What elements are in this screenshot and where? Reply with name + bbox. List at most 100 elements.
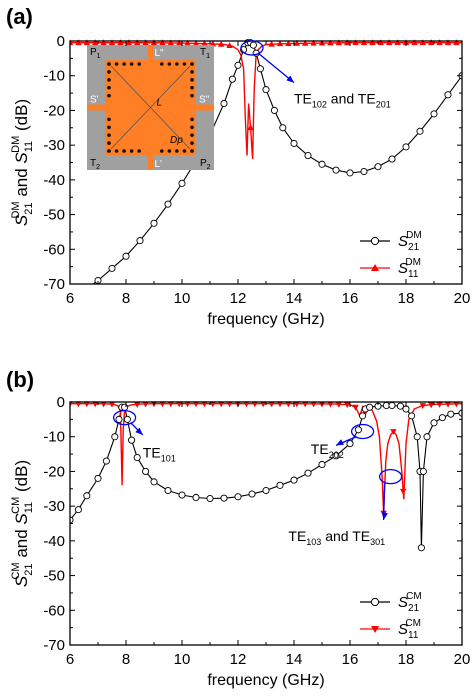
s11-point (176, 401, 183, 408)
inset-via (190, 125, 194, 130)
s21-point (290, 139, 298, 147)
legend-sub: 21 (408, 603, 420, 614)
s21-point (228, 75, 236, 83)
s11-point (310, 39, 317, 46)
inset-via (175, 62, 179, 66)
s11-point (159, 401, 166, 408)
s21-point (444, 91, 452, 99)
inset-via (160, 62, 164, 66)
s11-point (310, 401, 317, 408)
s11-point (100, 39, 107, 46)
s11-point (369, 39, 376, 46)
inset-via (107, 125, 111, 130)
legend-marker (371, 626, 379, 633)
s21-point (360, 167, 368, 176)
legend-base: S (398, 594, 408, 611)
s21-point (83, 492, 91, 500)
s21-point (128, 436, 136, 444)
s21-point (256, 65, 264, 73)
s21-point (447, 410, 455, 418)
inset-via (122, 62, 126, 66)
s21-point (123, 415, 131, 423)
s21-point (121, 403, 129, 411)
s11-point (419, 39, 426, 46)
s21-point (402, 143, 410, 151)
s11-point (243, 401, 250, 408)
x-tick-label: 12 (230, 290, 247, 307)
annotation-arrowhead (135, 427, 143, 435)
s11-point (226, 42, 233, 49)
annotation-arrowhead (381, 512, 388, 521)
inset-via (129, 149, 134, 153)
s21-point (423, 433, 431, 441)
inset-label: T1 (200, 47, 210, 60)
inset-label: P1 (90, 47, 101, 60)
s11-point (276, 401, 284, 408)
y-tick-label: -10 (43, 68, 65, 85)
s21-point (178, 491, 186, 499)
inset-label-sub: 2 (207, 164, 211, 171)
legend-sup: DM (405, 257, 421, 268)
s11-point (335, 39, 342, 46)
s21-point (220, 99, 228, 108)
s11-point (436, 39, 443, 46)
x-tick-label: 14 (286, 651, 303, 668)
s21-point (249, 41, 257, 49)
inset-diagonal (110, 65, 191, 150)
s21-point (81, 288, 87, 294)
s21-point (220, 494, 228, 502)
s11-point (327, 401, 334, 408)
s11-point (327, 39, 334, 46)
inset-label-base: P (200, 158, 207, 169)
s21-point (354, 426, 362, 434)
inset-via (107, 141, 111, 145)
s11-point (453, 401, 460, 408)
s11-point (251, 401, 258, 408)
s21-point (192, 493, 200, 502)
annotation-label: TE102 and TE201 (294, 90, 391, 109)
s21-point (262, 486, 270, 495)
inset-via (107, 62, 111, 66)
y-label-sup: DM (10, 201, 22, 218)
s21-point (346, 169, 354, 177)
legend-sup: CM (406, 591, 422, 602)
s11-point (75, 39, 82, 46)
annotation-label: TE202 (311, 441, 344, 460)
s11-point (100, 401, 107, 408)
s21-point (150, 478, 158, 486)
inset-via (167, 149, 172, 153)
annotation-ellipse (112, 409, 137, 426)
s21-point (438, 414, 446, 422)
s21-point (417, 544, 425, 552)
s21-point (115, 415, 123, 423)
y-tick-label: -30 (43, 137, 65, 154)
s11-point (184, 401, 191, 408)
s21-point (346, 440, 354, 448)
y-axis-label: S21DM and S11DM (dB) (10, 99, 35, 226)
s11-point (142, 39, 149, 46)
s21-point (142, 467, 150, 475)
s11-point (453, 39, 460, 46)
legend-marker (370, 597, 380, 607)
s11-point (209, 40, 216, 47)
inset-port (87, 104, 105, 111)
y-label-part: (dB) (12, 460, 31, 497)
inset-via (190, 141, 194, 145)
y-tick-label: -50 (43, 207, 65, 224)
s21-point (304, 152, 312, 160)
annotation-arrowhead (286, 75, 294, 83)
s21-point (290, 476, 298, 484)
s21-point (366, 403, 374, 411)
inset-port-label: L" (155, 48, 165, 59)
y-tick-label: 0 (57, 394, 65, 411)
inset-via (137, 149, 141, 153)
inset-via (114, 62, 119, 66)
inset-label-sub: 1 (206, 53, 210, 60)
inset-via (190, 117, 194, 122)
legend-sub: 11 (408, 269, 419, 280)
inset-center-label: L (157, 98, 163, 109)
s11-point (192, 39, 200, 46)
annotation-text: TE (288, 528, 306, 544)
